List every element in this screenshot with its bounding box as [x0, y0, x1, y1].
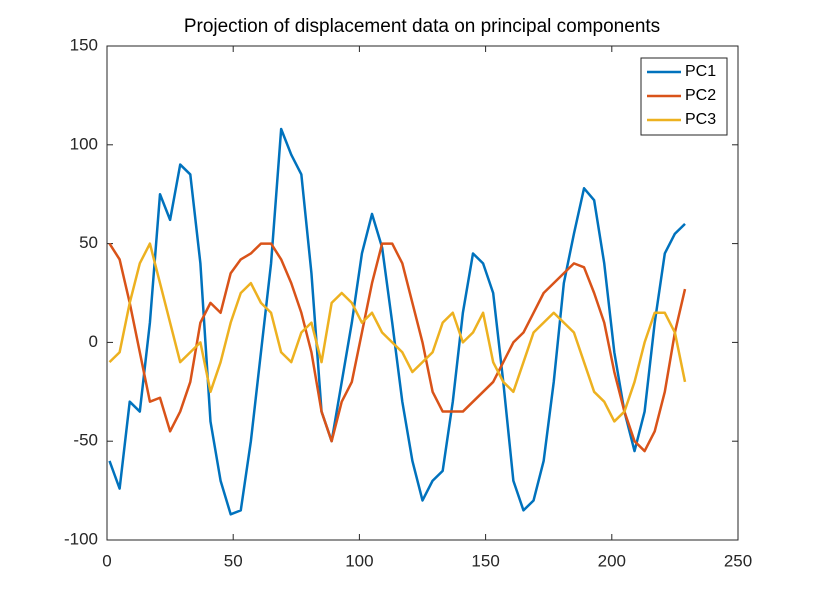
y-tick-label: 150	[70, 35, 98, 54]
x-tick-label: 250	[724, 551, 752, 570]
legend-label: PC2	[685, 87, 716, 104]
y-tick-label: -100	[64, 529, 98, 548]
series-line	[108, 242, 687, 453]
x-tick-label: 50	[224, 551, 243, 570]
y-tick-label: -50	[73, 431, 98, 450]
legend-label: PC1	[685, 63, 716, 80]
y-tick-label: 0	[89, 332, 98, 351]
x-tick-label: 200	[598, 551, 626, 570]
chart-title: Projection of displacement data on princ…	[184, 16, 660, 37]
legend-label: PC3	[685, 111, 716, 128]
plot-area	[106, 45, 739, 541]
y-tick-label: 100	[70, 134, 98, 153]
x-tick-label: 100	[345, 551, 373, 570]
y-tick-label: 50	[79, 233, 98, 252]
series-line	[108, 127, 686, 516]
series-line	[108, 242, 687, 423]
x-tick-label: 150	[471, 551, 499, 570]
x-tick-label: 0	[102, 551, 111, 570]
